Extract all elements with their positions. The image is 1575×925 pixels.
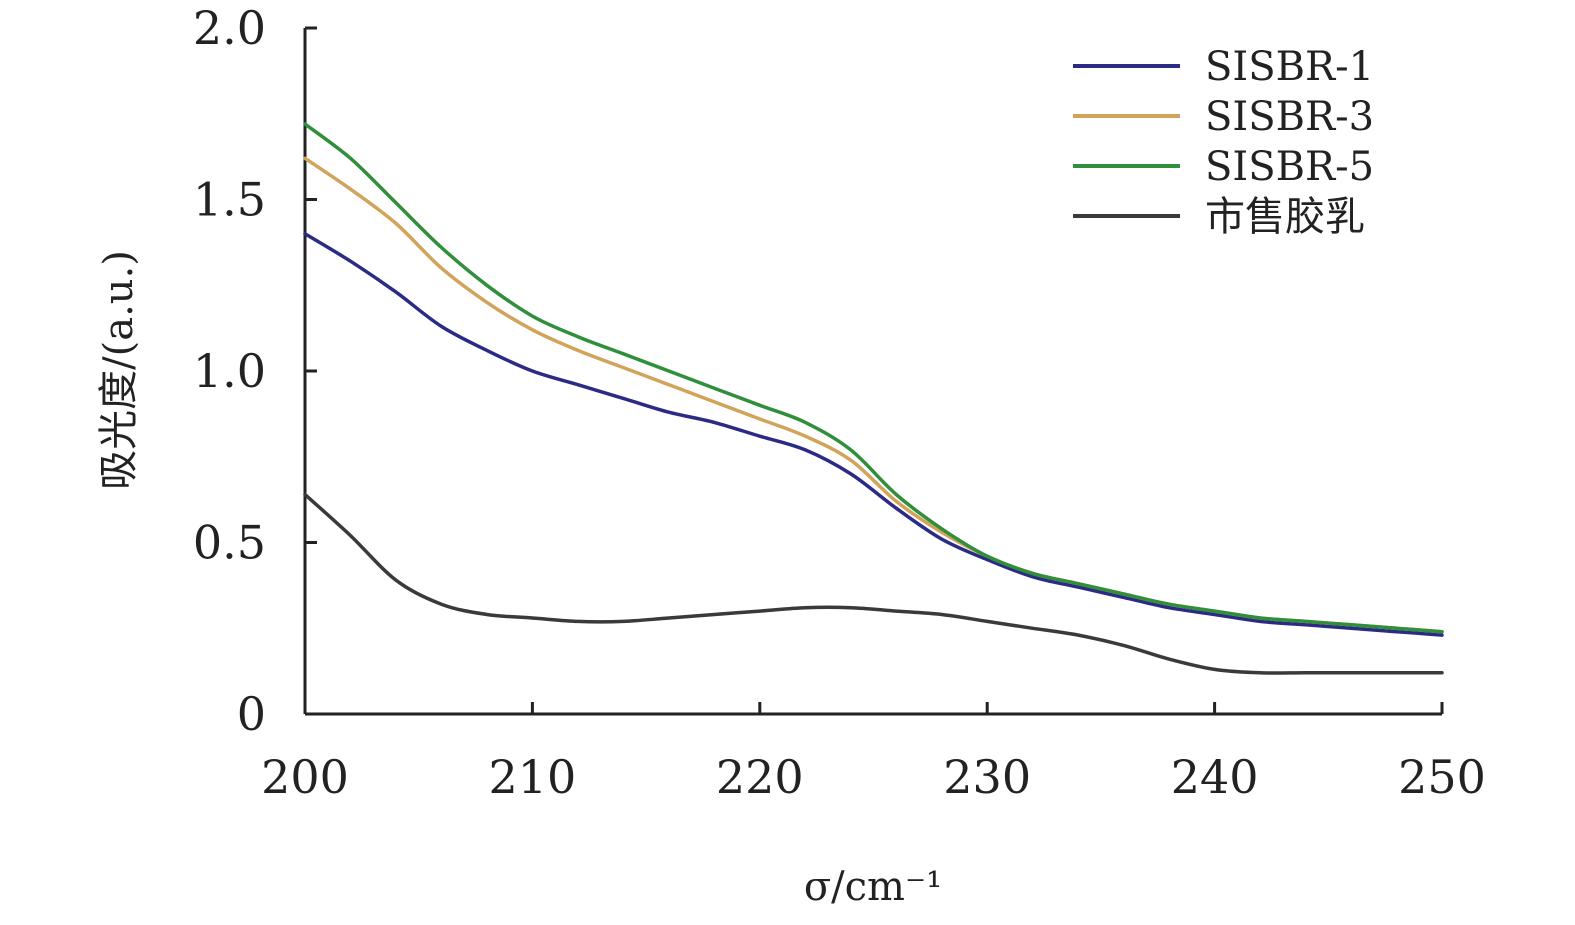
x-tick-label: 220 [716,750,804,804]
x-tick-label: 200 [261,750,349,804]
x-tick-label: 240 [1171,750,1259,804]
y-tick-label: 2.0 [193,1,266,55]
axes [303,26,1444,716]
y-tick-label: 1.5 [193,173,266,227]
series-line-latex [303,492,1444,675]
x-tick-label: 210 [488,750,576,804]
legend-label-sisbr-1: SISBR-1 [1205,44,1374,90]
series-line-sisbr-5 [303,122,1444,634]
x-axis-title: σ/cm⁻¹ [804,864,942,910]
legend-label-sisbr-5: SISBR-5 [1205,144,1374,190]
series-line-sisbr-1 [303,232,1444,637]
y-tick-label: 1.0 [193,344,266,398]
x-tick-label: 250 [1398,750,1486,804]
y-tick-label: 0.5 [193,516,266,570]
tick-labels: 200 210 220 230 240 250 0 0.5 1.0 1.5 2.0 [193,1,1486,804]
x-tick-label: 230 [943,750,1031,804]
legend-label-sisbr-3: SISBR-3 [1205,94,1374,140]
y-tick-label: 0 [237,687,266,741]
series-layer [303,122,1444,675]
legend-label-latex: 市售胶乳 [1205,194,1365,240]
y-axis-title: 吸光度/(a.u.) [96,250,142,490]
